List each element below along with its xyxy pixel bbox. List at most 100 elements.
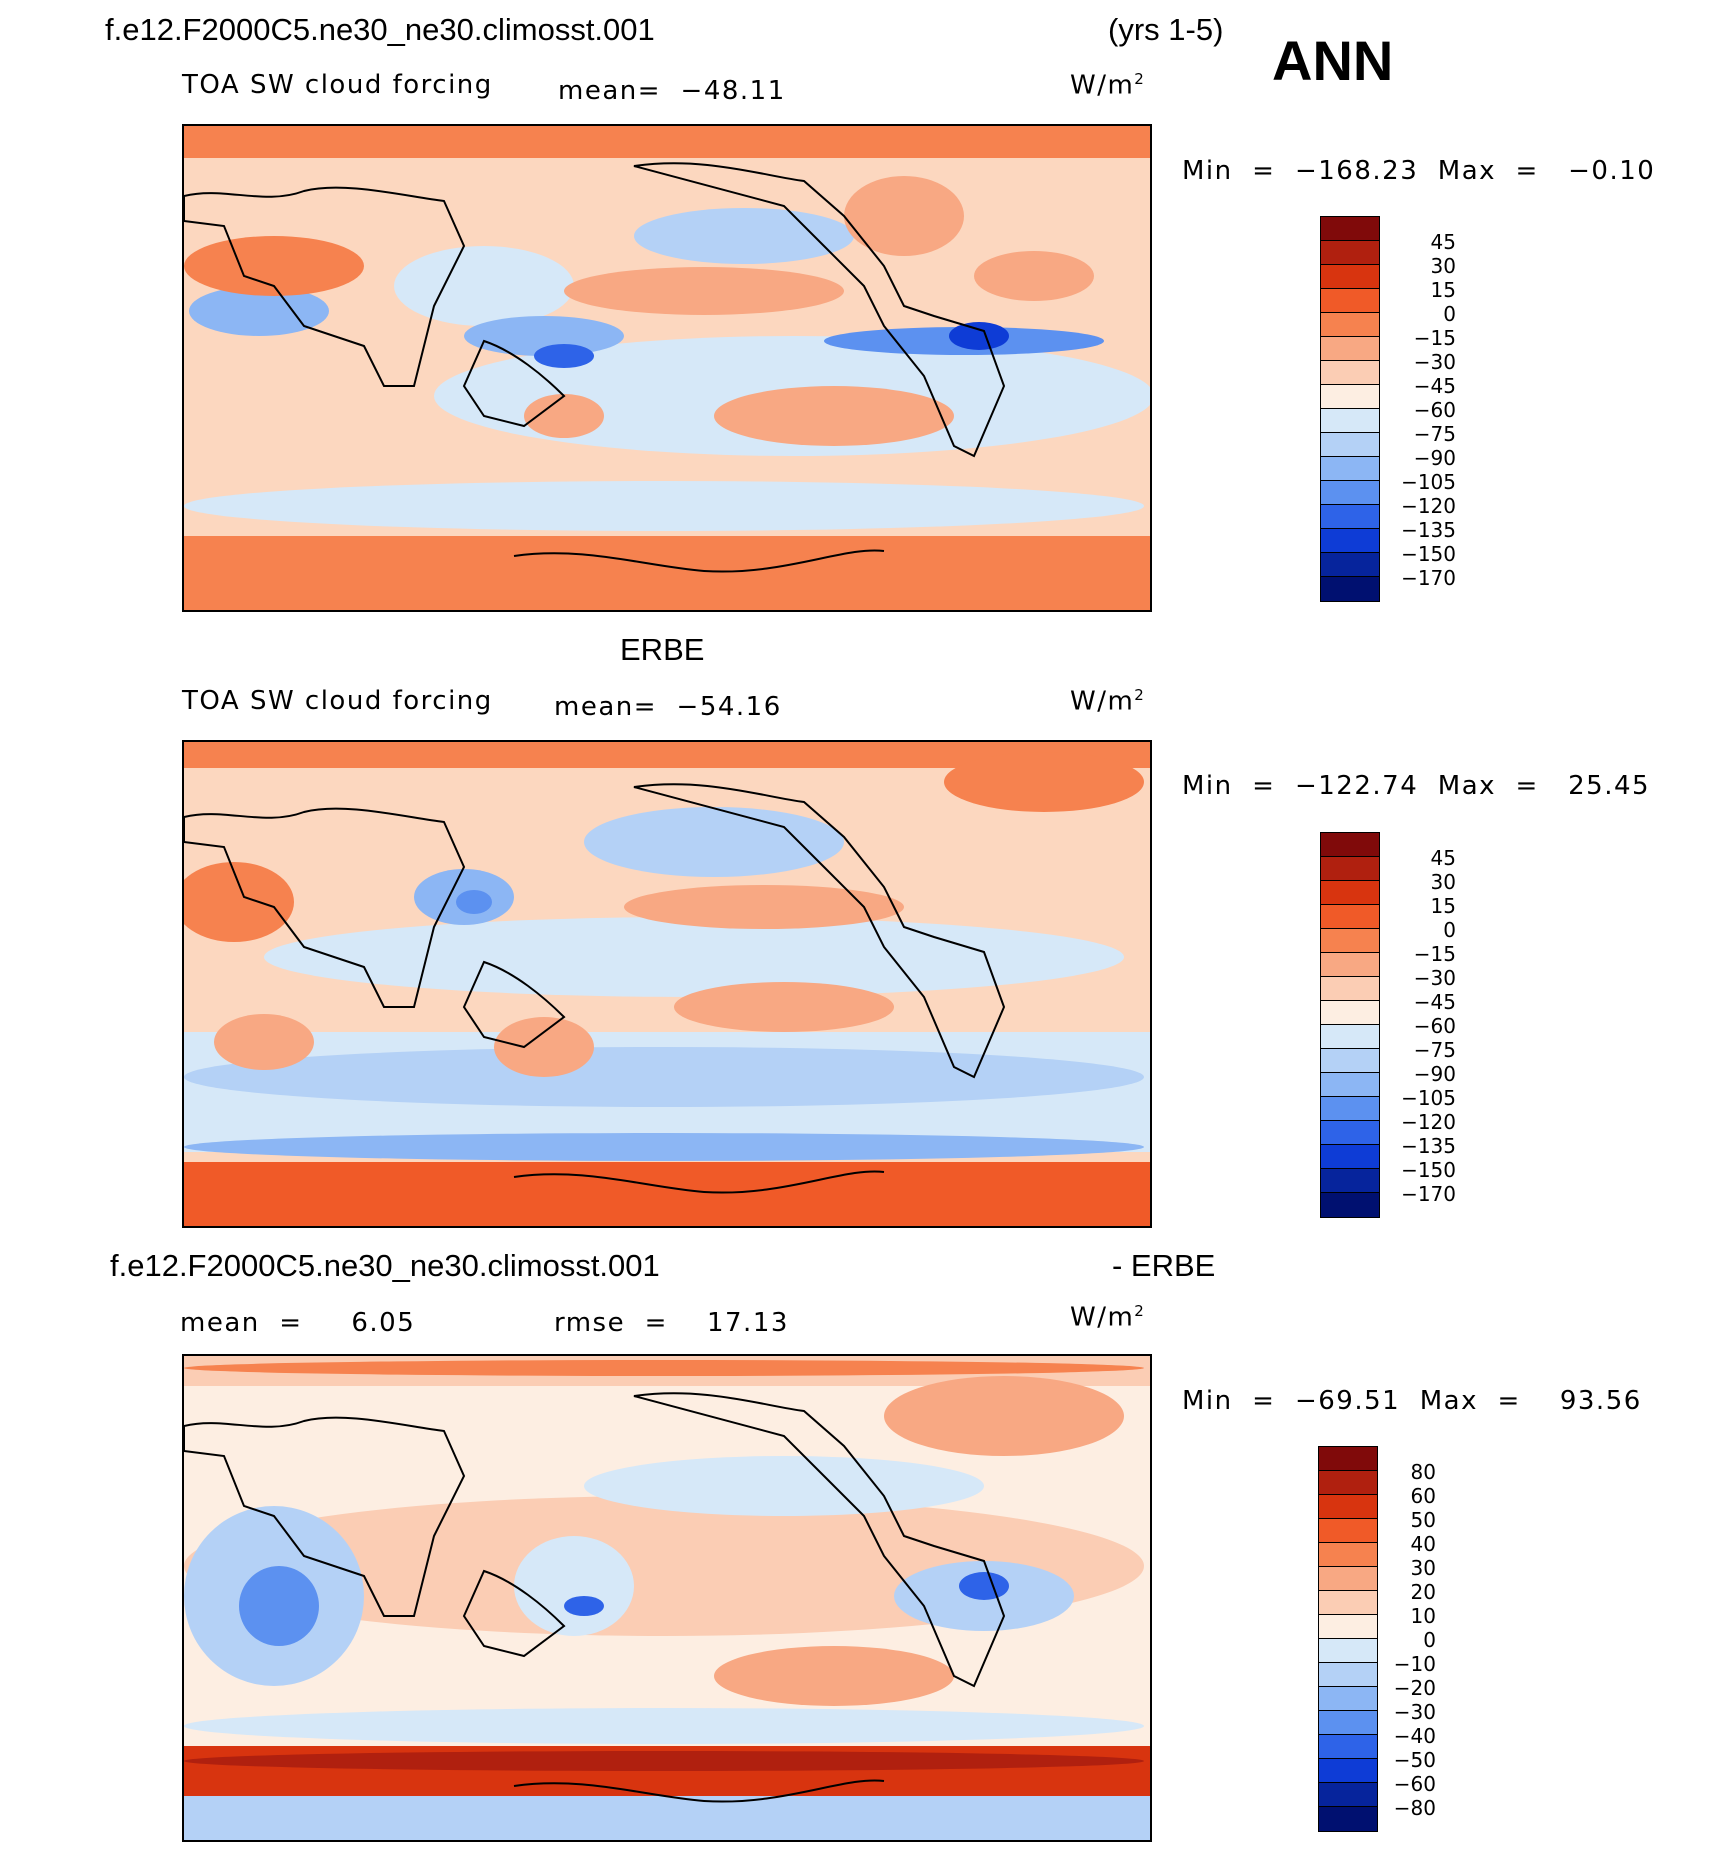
panel1-colorbar-segment bbox=[1321, 361, 1379, 385]
panel3-contour-field bbox=[184, 1356, 1150, 1840]
panel2-colorbar-segment bbox=[1321, 1097, 1379, 1121]
panel3-colorbar-segment bbox=[1319, 1663, 1377, 1687]
colorbar-label: −60 bbox=[1413, 1014, 1456, 1038]
panel1-colorbar-segment bbox=[1321, 433, 1379, 457]
panel2-colorbar-segment bbox=[1321, 905, 1379, 929]
panel3-colorbar-segment bbox=[1319, 1519, 1377, 1543]
panel3-colorbar-segment bbox=[1319, 1447, 1377, 1471]
colorbar-label: 15 bbox=[1430, 894, 1456, 918]
colorbar-label: −120 bbox=[1401, 1110, 1456, 1134]
colorbar-label: −105 bbox=[1401, 1086, 1456, 1110]
panel3-colorbar-segment bbox=[1319, 1735, 1377, 1759]
panel3-colorbar bbox=[1318, 1446, 1378, 1832]
colorbar-label: −45 bbox=[1413, 990, 1456, 1014]
panel3-minmax: Min = −69.51 Max = 93.56 bbox=[1182, 1386, 1642, 1416]
panel2-colorbar-labels: 45 30 15 0 −15 −30 −45 −60 −75 −90 −105 … bbox=[1380, 846, 1456, 1206]
panel2-colorbar-segment bbox=[1321, 833, 1379, 857]
panel2-colorbar-segment bbox=[1321, 1025, 1379, 1049]
panel1-colorbar-segment bbox=[1321, 481, 1379, 505]
panel1-colorbar-segment bbox=[1321, 529, 1379, 553]
panel1-units: W/m2 bbox=[1070, 70, 1146, 101]
panel3-colorbar-segment bbox=[1319, 1567, 1377, 1591]
panel3-colorbar-labels: 80 60 50 40 30 20 10 0 −10 −20 −30 −40 −… bbox=[1374, 1460, 1436, 1820]
colorbar-label: 0 bbox=[1443, 302, 1456, 326]
colorbar-label: 0 bbox=[1423, 1628, 1436, 1652]
colorbar-label: −60 bbox=[1413, 398, 1456, 422]
panel2-map bbox=[182, 740, 1152, 1228]
panel3-colorbar-segment bbox=[1319, 1543, 1377, 1567]
colorbar-label: −30 bbox=[1413, 350, 1456, 374]
panel1-colorbar bbox=[1320, 216, 1380, 602]
panel2-title: ERBE bbox=[620, 632, 705, 667]
colorbar-label: 60 bbox=[1410, 1484, 1436, 1508]
panel3-colorbar-segment bbox=[1319, 1807, 1377, 1831]
panel1-minmax: Min = −168.23 Max = −0.10 bbox=[1182, 156, 1656, 186]
panel3-colorbar-segment bbox=[1319, 1471, 1377, 1495]
colorbar-label: 10 bbox=[1410, 1604, 1436, 1628]
colorbar-label: 50 bbox=[1410, 1508, 1436, 1532]
colorbar-label: −15 bbox=[1413, 942, 1456, 966]
panel3-colorbar-segment bbox=[1319, 1639, 1377, 1663]
panel2-colorbar-segment bbox=[1321, 1193, 1379, 1217]
colorbar-label: −170 bbox=[1401, 566, 1456, 590]
panel3-rmse: rmse = 17.13 bbox=[554, 1308, 789, 1338]
panel1-colorbar-segment bbox=[1321, 217, 1379, 241]
colorbar-label: −80 bbox=[1393, 1796, 1436, 1820]
colorbar-label: −75 bbox=[1413, 1038, 1456, 1062]
colorbar-label: −170 bbox=[1401, 1182, 1456, 1206]
colorbar-label: −20 bbox=[1393, 1676, 1436, 1700]
panel3-colorbar-segment bbox=[1319, 1495, 1377, 1519]
panel1-colorbar-segment bbox=[1321, 385, 1379, 409]
panel3-title: f.e12.F2000C5.ne30_ne30.climosst.001 bbox=[110, 1248, 660, 1283]
colorbar-label: 15 bbox=[1430, 278, 1456, 302]
panel1-mean: mean= −48.11 bbox=[558, 76, 786, 106]
colorbar-label: −135 bbox=[1401, 1134, 1456, 1158]
panel2-colorbar-segment bbox=[1321, 1145, 1379, 1169]
colorbar-label: −90 bbox=[1413, 1062, 1456, 1086]
colorbar-label: 80 bbox=[1410, 1460, 1436, 1484]
panel1-contour-field bbox=[184, 126, 1150, 610]
season-label: ANN bbox=[1272, 29, 1394, 92]
colorbar-label: −60 bbox=[1393, 1772, 1436, 1796]
colorbar-label: −10 bbox=[1393, 1652, 1436, 1676]
colorbar-label: 30 bbox=[1410, 1556, 1436, 1580]
colorbar-label: −75 bbox=[1413, 422, 1456, 446]
panel2-colorbar bbox=[1320, 832, 1380, 1218]
colorbar-label: −15 bbox=[1413, 326, 1456, 350]
colorbar-label: 0 bbox=[1443, 918, 1456, 942]
colorbar-label: −45 bbox=[1413, 374, 1456, 398]
panel1-colorbar-segment bbox=[1321, 553, 1379, 577]
panel1-colorbar-segment bbox=[1321, 337, 1379, 361]
panel3-map bbox=[182, 1354, 1152, 1842]
panel3-colorbar-segment bbox=[1319, 1687, 1377, 1711]
colorbar-label: 20 bbox=[1410, 1580, 1436, 1604]
colorbar-label: −30 bbox=[1393, 1700, 1436, 1724]
panel1-colorbar-segment bbox=[1321, 577, 1379, 601]
panel1-colorbar-segment bbox=[1321, 313, 1379, 337]
panel3-colorbar-segment bbox=[1319, 1783, 1377, 1807]
colorbar-label: −90 bbox=[1413, 446, 1456, 470]
panel2-colorbar-segment bbox=[1321, 881, 1379, 905]
panel2-contour-field bbox=[184, 742, 1150, 1226]
colorbar-label: 45 bbox=[1430, 846, 1456, 870]
colorbar-label: −120 bbox=[1401, 494, 1456, 518]
panel3-colorbar-segment bbox=[1319, 1711, 1377, 1735]
panel1-colorbar-segment bbox=[1321, 457, 1379, 481]
panel2-variable: TOA SW cloud forcing bbox=[182, 686, 493, 716]
panel2-colorbar-segment bbox=[1321, 1049, 1379, 1073]
colorbar-label: 45 bbox=[1430, 230, 1456, 254]
panel3-mean: mean = 6.05 bbox=[180, 1308, 416, 1338]
panel3-title-suffix: - ERBE bbox=[1112, 1248, 1216, 1283]
panel3-units: W/m2 bbox=[1070, 1302, 1146, 1333]
panel2-colorbar-segment bbox=[1321, 929, 1379, 953]
panel2-colorbar-segment bbox=[1321, 953, 1379, 977]
case-title: f.e12.F2000C5.ne30_ne30.climosst.001 bbox=[105, 12, 655, 47]
panel3-colorbar-segment bbox=[1319, 1759, 1377, 1783]
panel3-colorbar-segment bbox=[1319, 1591, 1377, 1615]
panel1-colorbar-segment bbox=[1321, 409, 1379, 433]
colorbar-label: −40 bbox=[1393, 1724, 1436, 1748]
colorbar-label: −150 bbox=[1401, 542, 1456, 566]
panel3-colorbar-segment bbox=[1319, 1615, 1377, 1639]
panel1-variable: TOA SW cloud forcing bbox=[182, 70, 493, 100]
colorbar-label: 40 bbox=[1410, 1532, 1436, 1556]
